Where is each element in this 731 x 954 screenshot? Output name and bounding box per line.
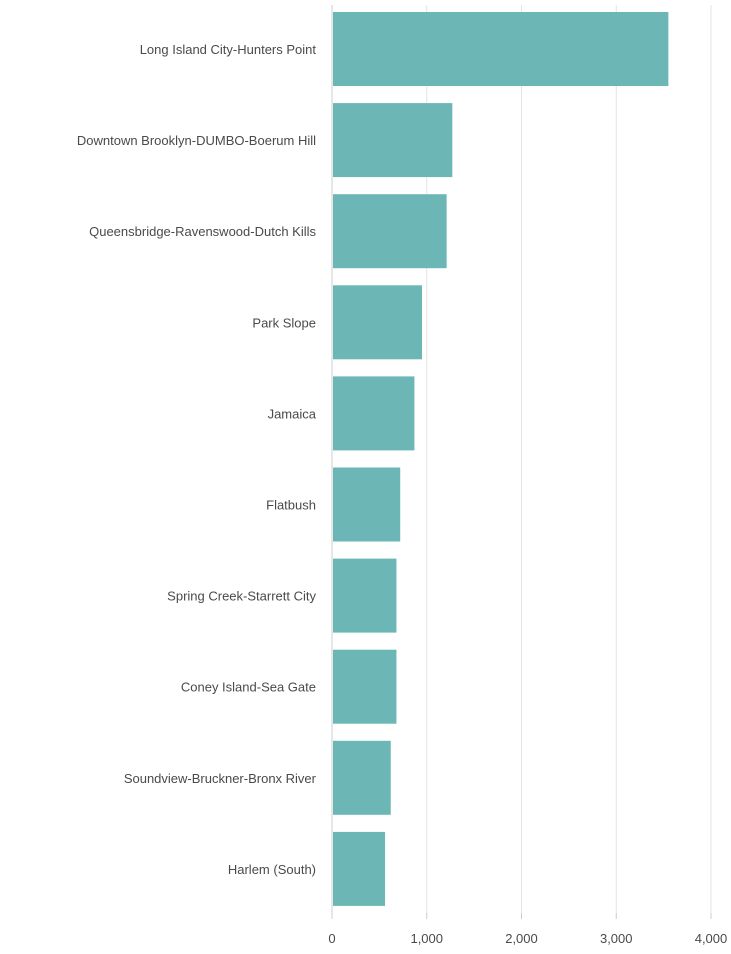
bar (333, 194, 447, 269)
bar (333, 740, 391, 815)
bar (333, 376, 415, 451)
bar (333, 103, 453, 178)
category-label: Flatbush (266, 498, 316, 513)
bar (333, 12, 669, 86)
bar (333, 467, 401, 542)
bar (333, 558, 397, 633)
bars (333, 12, 669, 906)
category-label: Downtown Brooklyn-DUMBO-Boerum Hill (77, 133, 316, 148)
category-label: Coney Island-Sea Gate (181, 680, 316, 695)
x-tick-label: 2,000 (505, 931, 538, 946)
category-label: Queensbridge-Ravenswood-Dutch Kills (89, 224, 316, 239)
category-label: Park Slope (252, 315, 316, 330)
category-label: Long Island City-Hunters Point (140, 42, 317, 57)
bar (333, 831, 386, 906)
category-label: Harlem (South) (228, 862, 316, 877)
x-tick-label: 0 (328, 931, 335, 946)
bar (333, 649, 397, 724)
x-axis: 0 1,000 2,000 3,000 4,000 (328, 5, 727, 946)
x-tick-label: 4,000 (695, 931, 728, 946)
x-tick-label: 3,000 (600, 931, 633, 946)
category-labels: Long Island City-Hunters Point Downtown B… (77, 42, 317, 877)
bar (333, 285, 423, 360)
category-label: Spring Creek-Starrett City (167, 589, 316, 604)
category-label: Jamaica (268, 406, 317, 421)
category-label: Soundview-Bruckner-Bronx River (124, 771, 317, 786)
x-tick-label: 1,000 (410, 931, 443, 946)
gridlines (426, 5, 712, 913)
